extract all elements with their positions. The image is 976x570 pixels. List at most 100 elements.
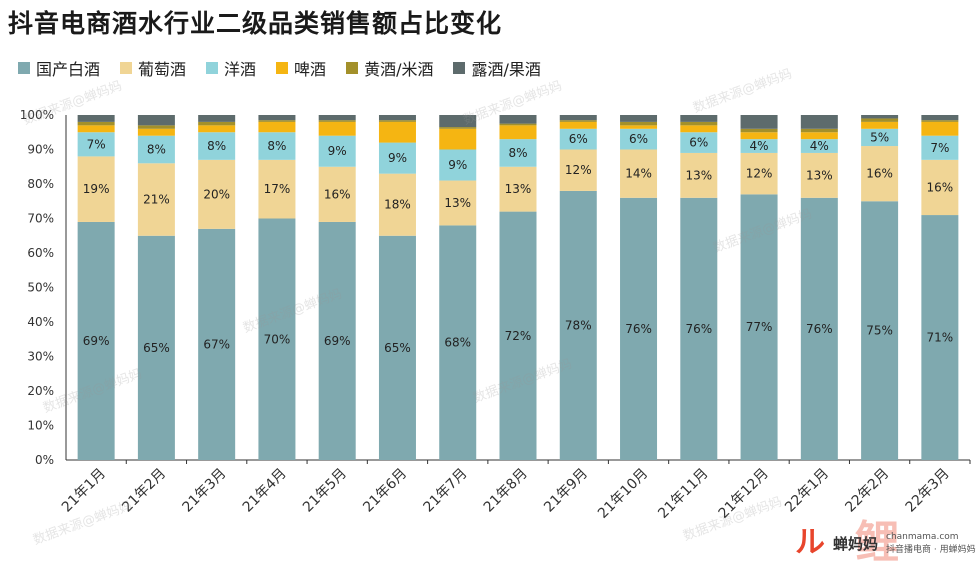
y-tick-label: 60% bbox=[27, 246, 54, 260]
data-label: 12% bbox=[746, 167, 773, 181]
bar-segment bbox=[921, 215, 959, 460]
bar-segment bbox=[740, 194, 778, 460]
bar-segment bbox=[559, 190, 597, 460]
bar-segment bbox=[499, 125, 537, 140]
data-label: 7% bbox=[930, 141, 949, 155]
bar-segment bbox=[198, 228, 236, 460]
data-label: 9% bbox=[448, 158, 467, 172]
data-label: 8% bbox=[147, 143, 166, 157]
bar-segment bbox=[137, 128, 175, 136]
bar-segment bbox=[198, 121, 236, 126]
bar-segment bbox=[258, 218, 296, 460]
bar-segment bbox=[499, 211, 537, 460]
bar-segment bbox=[620, 125, 658, 129]
bar-segment bbox=[921, 120, 959, 122]
legend-swatch bbox=[276, 62, 289, 74]
bar-segment bbox=[680, 115, 718, 122]
bar-segment bbox=[137, 135, 175, 164]
bar-segment bbox=[680, 125, 718, 133]
bar-segment bbox=[740, 132, 778, 140]
bar-segment bbox=[499, 123, 537, 126]
bar-segment bbox=[77, 115, 115, 122]
x-tick-label: 21年11月 bbox=[655, 466, 711, 522]
bar-segment bbox=[378, 142, 416, 174]
legend-label: 黄酒/米酒 bbox=[364, 60, 434, 79]
y-tick-label: 50% bbox=[27, 281, 54, 295]
y-tick-label: 90% bbox=[27, 143, 54, 157]
x-tick-label: 22年3月 bbox=[903, 466, 953, 516]
bar-segment bbox=[800, 197, 838, 461]
data-label: 13% bbox=[505, 182, 532, 196]
bar-segment bbox=[439, 225, 477, 460]
x-tick-label: 21年9月 bbox=[541, 466, 591, 516]
legend-label: 啤酒 bbox=[294, 60, 327, 79]
x-tick-label: 21年8月 bbox=[481, 466, 531, 516]
bar-segment bbox=[680, 121, 718, 126]
legend: 国产白酒 葡萄酒 洋酒 啤酒 黄酒/米酒 露酒/果酒 bbox=[18, 56, 541, 80]
legend-item: 啤酒 bbox=[276, 56, 326, 80]
bar-segment bbox=[800, 132, 838, 140]
data-label: 72% bbox=[505, 329, 532, 343]
x-tick-label: 21年12月 bbox=[716, 466, 772, 522]
bar-segment bbox=[800, 152, 838, 198]
bar-segment bbox=[740, 139, 778, 153]
x-tick-label: 21年6月 bbox=[360, 466, 410, 516]
bar-segment bbox=[680, 152, 718, 198]
chart-title: 抖音电商酒水行业二级品类销售额占比变化 bbox=[8, 9, 503, 38]
x-tick-label: 21年5月 bbox=[300, 466, 350, 516]
data-label: 78% bbox=[565, 318, 592, 332]
legend-item: 葡萄酒 bbox=[120, 56, 186, 80]
legend-item: 黄酒/米酒 bbox=[346, 56, 433, 80]
y-tick-label: 80% bbox=[27, 177, 54, 191]
bar-segment bbox=[740, 128, 778, 133]
bar-segment bbox=[258, 115, 296, 121]
brand-block: ル 蝉妈妈 chanmama.com 抖音播电商 · 用蝉妈妈 bbox=[795, 528, 976, 558]
bar-segment bbox=[559, 128, 597, 150]
bar-segment bbox=[921, 159, 959, 216]
bar-segment bbox=[258, 159, 296, 219]
data-label: 16% bbox=[324, 187, 351, 201]
bar-segment bbox=[680, 197, 718, 461]
y-tick-label: 10% bbox=[27, 419, 54, 433]
data-label: 76% bbox=[685, 322, 712, 336]
data-label: 68% bbox=[444, 336, 471, 350]
data-label: 18% bbox=[384, 198, 411, 212]
y-tick-label: 30% bbox=[27, 350, 54, 364]
bar-segment bbox=[559, 121, 597, 129]
bar-segment bbox=[861, 115, 899, 119]
legend-label: 葡萄酒 bbox=[138, 60, 187, 79]
bar-segment bbox=[800, 115, 838, 129]
data-label: 19% bbox=[83, 182, 110, 196]
brand-tagline: 抖音播电商 · 用蝉妈妈 bbox=[886, 544, 976, 555]
data-label: 5% bbox=[870, 130, 889, 144]
data-label: 8% bbox=[508, 146, 527, 160]
bar-segment bbox=[559, 115, 597, 121]
brand-site: chanmama.com bbox=[886, 531, 959, 542]
legend-label: 国产白酒 bbox=[36, 60, 101, 79]
bar-segment bbox=[620, 115, 658, 122]
brand-site-block: chanmama.com 抖音播电商 · 用蝉妈妈 bbox=[886, 532, 976, 555]
x-tick-label: 21年10月 bbox=[595, 466, 651, 522]
bar-segment bbox=[439, 149, 477, 181]
bar-segment bbox=[921, 115, 959, 121]
data-label: 6% bbox=[629, 132, 648, 146]
data-label: 6% bbox=[689, 136, 708, 150]
data-label: 75% bbox=[866, 324, 893, 338]
brand-watermark-glyph: 鲤 bbox=[855, 517, 899, 568]
data-label: 65% bbox=[384, 341, 411, 355]
bar-segment bbox=[378, 121, 416, 143]
bar-segment bbox=[318, 135, 356, 167]
bar-segment bbox=[559, 120, 597, 122]
bar-segment bbox=[378, 173, 416, 236]
legend-label: 洋酒 bbox=[224, 60, 257, 79]
bar-segment bbox=[378, 115, 416, 121]
bar-segment bbox=[378, 120, 416, 122]
bar-segment bbox=[198, 115, 236, 122]
data-label: 6% bbox=[569, 132, 588, 146]
bar-segment bbox=[258, 121, 296, 133]
data-label: 13% bbox=[806, 168, 833, 182]
bar-segment bbox=[77, 121, 115, 126]
bar-segment bbox=[680, 132, 718, 153]
y-tick-label: 70% bbox=[27, 212, 54, 226]
